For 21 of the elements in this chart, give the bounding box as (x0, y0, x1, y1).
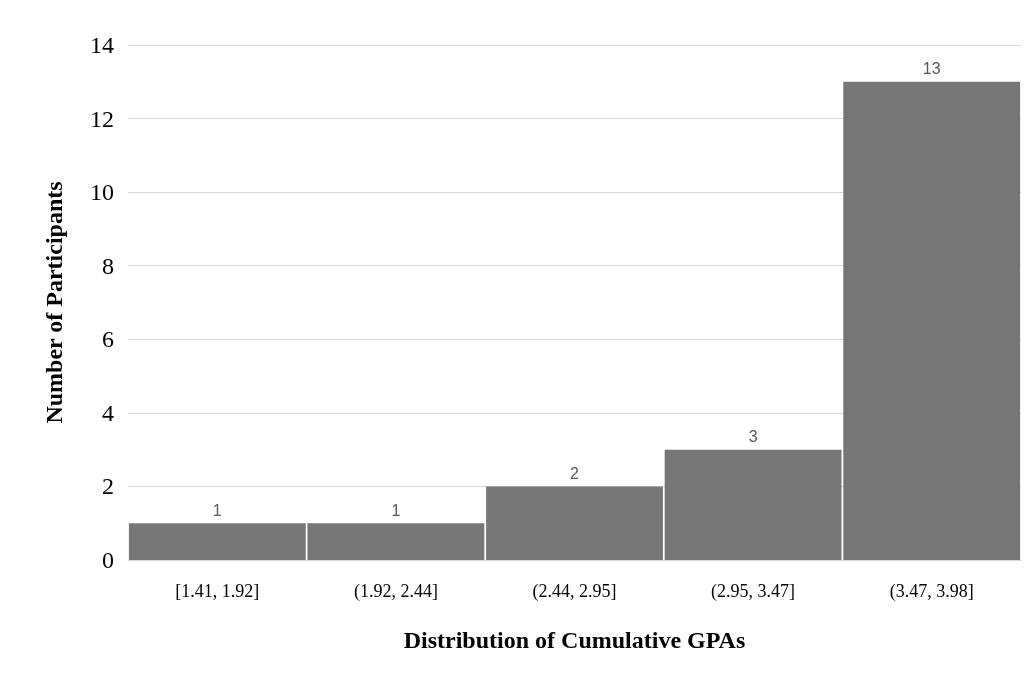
x-tick-label: (1.92, 2.44] (353, 581, 438, 602)
data-label: 1 (391, 501, 401, 519)
data-label: 13 (922, 60, 941, 78)
data-label: 3 (748, 428, 758, 446)
x-tick-label: (2.95, 3.47] (711, 581, 796, 602)
y-tick-label: 8 (102, 252, 114, 279)
y-tick-label: 14 (90, 32, 114, 58)
x-tick-label: (3.47, 3.98] (889, 581, 974, 602)
data-label: 1 (212, 501, 222, 519)
y-tick-label: 6 (102, 326, 114, 353)
y-tick-label: 4 (102, 399, 114, 426)
y-tick-label: 2 (102, 473, 114, 500)
y-tick-label: 0 (102, 547, 114, 573)
y-tick-label: 12 (90, 105, 114, 132)
data-label: 2 (570, 464, 580, 482)
x-axis-title: Distribution of Cumulative GPAs (403, 627, 746, 653)
y-tick-label: 10 (90, 179, 114, 206)
bar (486, 486, 663, 560)
y-axis-title: Number of Participants (41, 181, 67, 424)
x-tick-label: (2.44, 2.95] (532, 581, 617, 602)
x-tick-label: [1.41, 1.92] (175, 581, 260, 601)
